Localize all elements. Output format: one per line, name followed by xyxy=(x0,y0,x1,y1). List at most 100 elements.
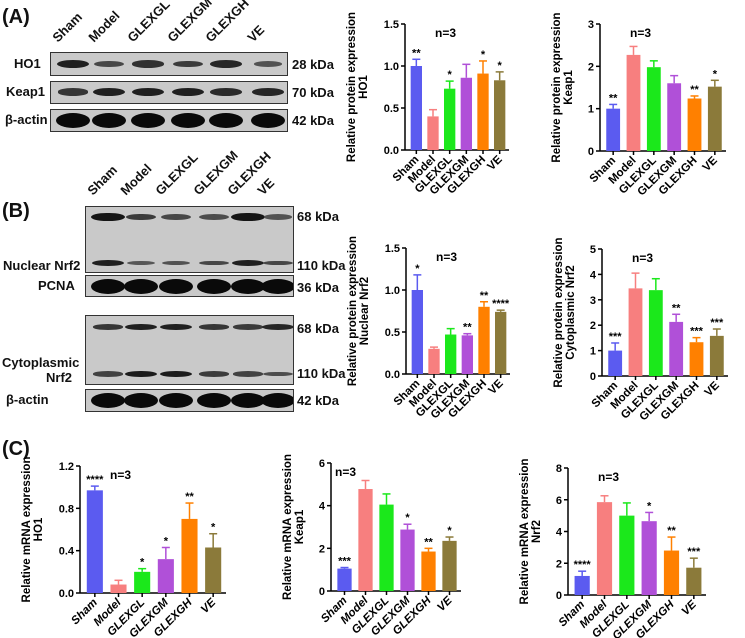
protein-band xyxy=(210,88,242,96)
y-axis-label: Relative mRNA expression xyxy=(21,457,33,603)
bar-ve xyxy=(205,547,222,593)
bar-glexgl xyxy=(379,504,394,591)
bar-glexgm xyxy=(669,321,684,376)
protein-band xyxy=(263,371,293,377)
protein-band xyxy=(263,260,293,266)
bar-glexgl xyxy=(445,334,457,374)
y-tick-label: 4 xyxy=(319,501,326,513)
significance-label: **** xyxy=(574,559,592,571)
y-tick-label: 1 xyxy=(588,104,594,116)
bar-model xyxy=(427,116,439,150)
significance-label: * xyxy=(481,49,486,61)
protein-band xyxy=(56,59,90,68)
x-tick-label: VE xyxy=(703,379,723,399)
bar-sham xyxy=(337,568,352,591)
kda-keap1: 70 kDa xyxy=(292,85,334,100)
bar-sham xyxy=(574,575,590,595)
y-axis-label: Relative mRNA expression xyxy=(519,459,531,605)
bar-glexgm xyxy=(667,83,682,151)
kda-nuclear-top: 68 kDa xyxy=(297,209,339,224)
bar-model xyxy=(596,502,613,595)
blot-nuclear-nrf2 xyxy=(85,206,294,273)
protein-band xyxy=(161,213,191,221)
blot-label-keap1: Keap1 xyxy=(6,84,46,99)
y-tick-label: 2 xyxy=(556,558,562,570)
protein-band xyxy=(197,278,231,294)
y-tick-label: 6 xyxy=(319,458,325,470)
significance-label: *** xyxy=(338,556,352,568)
blot-label-actin-b: β-actin xyxy=(6,392,49,407)
protein-band xyxy=(171,87,205,96)
protein-band xyxy=(159,278,193,294)
significance-label: * xyxy=(415,263,420,275)
significance-label: **** xyxy=(86,474,104,486)
protein-band xyxy=(124,323,158,331)
y-axis-label: Nuclear Nrf2 xyxy=(359,277,371,345)
y-axis-label: Relative mRNA expression xyxy=(282,454,294,600)
y-tick-label: 1.0 xyxy=(385,285,400,297)
kda-ho1: 28 kDa xyxy=(292,57,334,72)
bar-glexgm xyxy=(641,521,657,595)
significance-label: *** xyxy=(609,331,623,343)
y-tick-label: 4 xyxy=(590,269,597,281)
protein-band xyxy=(126,260,156,266)
y-axis-label: Relative protein expression xyxy=(347,236,359,386)
protein-band xyxy=(231,278,265,294)
y-tick-label: 3 xyxy=(590,295,596,307)
significance-label: **** xyxy=(492,298,510,310)
blot-label-actin: β-actin xyxy=(5,112,48,127)
bar-glexgm xyxy=(461,335,473,374)
y-tick-label: 0.8 xyxy=(59,503,74,515)
chart-title: n=3 xyxy=(632,251,653,265)
chart-title: n=3 xyxy=(110,468,131,482)
blot-ho1 xyxy=(50,52,288,76)
significance-label: *** xyxy=(690,326,704,338)
blot-label-cytoplasmic: Cytoplasmic xyxy=(2,355,80,370)
protein-band xyxy=(209,112,243,128)
blot-label-pcna: PCNA xyxy=(38,278,75,293)
y-axis-label: HO1 xyxy=(33,517,45,541)
significance-label: ** xyxy=(185,491,194,503)
y-tick-label: 5 xyxy=(590,244,596,256)
y-tick-label: 6 xyxy=(556,495,562,507)
blot-cytoplasmic-nrf2 xyxy=(85,315,294,385)
y-axis-label: Relative protein expression xyxy=(551,12,563,162)
protein-band xyxy=(57,88,89,96)
y-tick-label: 0.4 xyxy=(59,546,75,558)
protein-band xyxy=(93,371,123,377)
y-axis-label: Nrf2 xyxy=(531,520,543,543)
significance-label: ** xyxy=(672,302,681,314)
kda-cyto-bottom: 110 kDa xyxy=(297,366,346,381)
y-tick-label: 0 xyxy=(590,371,596,383)
protein-band xyxy=(171,112,205,128)
significance-label: *** xyxy=(687,546,701,558)
protein-band xyxy=(210,60,242,68)
protein-band xyxy=(125,213,157,221)
y-tick-label: 0.0 xyxy=(59,588,74,600)
protein-band xyxy=(131,87,165,96)
protein-band xyxy=(231,212,265,222)
y-tick-label: 4 xyxy=(556,527,563,539)
blot-pcna xyxy=(85,275,294,297)
protein-band xyxy=(159,323,193,331)
significance-label: * xyxy=(405,512,410,524)
y-tick-label: 1.0 xyxy=(384,61,399,73)
protein-band xyxy=(198,371,230,377)
bar-glexgm xyxy=(460,77,472,150)
protein-band xyxy=(159,370,193,378)
x-tick-label: VE xyxy=(701,154,721,174)
protein-band xyxy=(262,323,293,330)
x-tick-label: VE xyxy=(435,594,455,614)
chart-title: n=3 xyxy=(435,26,456,40)
bar-ve xyxy=(442,540,457,591)
bar-glexgl xyxy=(444,88,456,150)
bar-model xyxy=(626,54,641,151)
protein-band xyxy=(233,371,263,377)
y-tick-label: 1.2 xyxy=(59,461,74,473)
bar-model xyxy=(628,288,643,376)
significance-label: ** xyxy=(690,84,699,96)
protein-band xyxy=(91,392,125,408)
chart-title: n=3 xyxy=(598,470,619,484)
